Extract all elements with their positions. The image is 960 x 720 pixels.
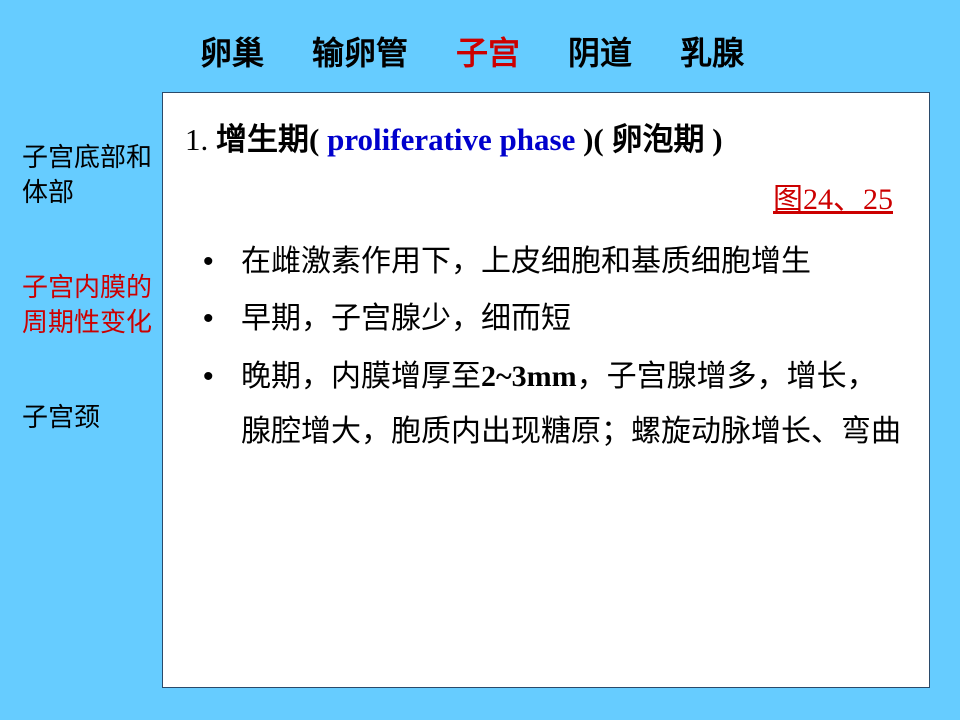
- heading-number: 1.: [185, 122, 216, 157]
- nav-item-oviduct[interactable]: 输卵管: [312, 28, 408, 74]
- top-nav: 卵巢 输卵管 子宫 阴道 乳腺: [200, 28, 940, 74]
- sidebar-item-fundus[interactable]: 子宫底部和体部: [22, 140, 152, 210]
- heading-zh-main: 增生期: [216, 122, 309, 157]
- heading-zh-alt: 卵泡期: [612, 122, 705, 157]
- heading-paren-close: ): [705, 122, 723, 157]
- list-item: 早期，子宫腺少，细而短: [193, 291, 901, 347]
- sidebar-item-cervix[interactable]: 子宫颈: [22, 400, 152, 435]
- nav-item-ovary[interactable]: 卵巢: [200, 28, 264, 74]
- fig-numbers: 24、25: [803, 183, 893, 216]
- section-heading: 1. 增生期( proliferative phase )( 卵泡期 ): [185, 111, 901, 168]
- content-box: 1. 增生期( proliferative phase )( 卵泡期 ) 图24…: [162, 92, 930, 688]
- figure-reference-link[interactable]: 图24、25: [185, 172, 901, 228]
- nav-item-vagina[interactable]: 阴道: [568, 28, 632, 74]
- list-item: 在雌激素作用下，上皮细胞和基质细胞增生: [193, 234, 901, 290]
- sidebar: 子宫底部和体部 子宫内膜的周期性变化 子宫颈: [22, 140, 152, 495]
- sidebar-item-cycle[interactable]: 子宫内膜的周期性变化: [22, 270, 152, 340]
- nav-item-mammary[interactable]: 乳腺: [680, 28, 744, 74]
- heading-english: proliferative phase: [327, 122, 575, 157]
- bullet-list: 在雌激素作用下，上皮细胞和基质细胞增生 早期，子宫腺少，细而短 晚期，内膜增厚至…: [185, 234, 901, 460]
- list-item: 晚期，内膜增厚至2~3mm，子宫腺增多，增长，腺腔增大，胞质内出现糖原；螺旋动脉…: [193, 349, 901, 460]
- heading-paren-mid: )(: [575, 122, 611, 157]
- fig-prefix: 图: [773, 183, 803, 216]
- nav-item-uterus[interactable]: 子宫: [456, 28, 520, 74]
- heading-paren-open1: (: [309, 122, 327, 157]
